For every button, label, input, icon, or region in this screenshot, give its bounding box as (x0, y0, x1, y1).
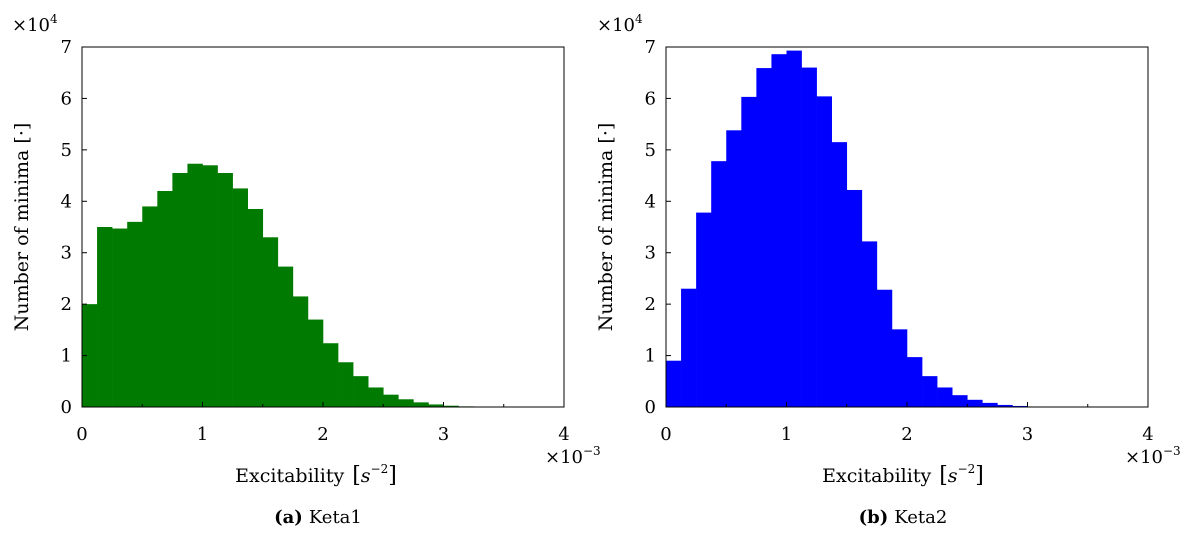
histogram-bar (741, 96, 757, 407)
caption-a: (a) Keta1 (274, 507, 362, 528)
histogram-bar (217, 173, 233, 407)
histogram-bar (277, 266, 294, 407)
histogram-bar (292, 296, 309, 407)
y-tick-label: 2 (645, 294, 656, 315)
y-tick-label: 1 (645, 346, 656, 367)
bar-series-a (82, 163, 565, 407)
histogram-bar (443, 405, 459, 407)
histogram-bar (711, 161, 727, 407)
y-axis-label-b: Number of minima [·] (595, 123, 617, 332)
y-ticks-a: 0 1 2 3 4 5 6 7 (61, 37, 87, 418)
histogram-bar (666, 360, 682, 407)
histogram-bar (398, 399, 414, 407)
histogram-bar (112, 228, 128, 407)
histogram-bar (907, 357, 923, 407)
histogram-bar (307, 319, 324, 407)
histogram-bar (428, 404, 444, 407)
y-multiplier-a: ×104 (12, 12, 58, 36)
x-tick-label: 3 (1022, 424, 1033, 445)
x-ticks-a: 0 1 2 3 4 (76, 402, 570, 445)
histogram-bar (247, 209, 264, 407)
y-tick-label: 2 (61, 294, 72, 315)
histogram-bar (202, 165, 218, 407)
y-tick-label: 6 (61, 88, 72, 109)
histogram-bar (142, 206, 158, 407)
x-tick-label: 0 (660, 424, 671, 445)
x-tick-label: 0 (76, 424, 87, 445)
chart-panel-b: 0 1 2 3 4 0 1 2 3 4 5 6 7 ×104 ×10−3 Number of mini… (595, 12, 1181, 528)
x-tick-label: 1 (781, 424, 792, 445)
histogram-bar (97, 227, 113, 407)
chart-panel-a: 0 1 2 3 4 0 1 2 3 4 5 6 7 ×104 ×10−3 Number of mini… (11, 12, 601, 528)
x-tick-label: 1 (197, 424, 208, 445)
caption-b: (b) Keta2 (859, 507, 948, 528)
histogram-bar (172, 173, 188, 407)
histogram-bar (413, 402, 429, 407)
histogram-bar (338, 362, 354, 407)
histogram-bar (786, 50, 802, 407)
y-tick-label: 0 (645, 397, 656, 418)
histogram-bar (187, 163, 203, 407)
histogram-bar (997, 404, 1013, 407)
histogram-bar (876, 289, 893, 407)
y-tick-label: 0 (61, 397, 72, 418)
histogram-bar (937, 387, 953, 407)
x-ticks-b: 0 1 2 3 4 (660, 402, 1154, 445)
y-tick-label: 6 (645, 88, 656, 109)
y-tick-label: 4 (61, 191, 72, 212)
y-tick-label: 5 (61, 140, 72, 161)
histogram-bar (681, 288, 697, 407)
x-tick-label: 2 (901, 424, 912, 445)
histogram-bar (383, 394, 399, 407)
histogram-bar (157, 191, 173, 407)
histogram-bar (967, 399, 983, 407)
y-tick-label: 7 (645, 37, 656, 58)
x-multiplier-b: ×10−3 (1125, 444, 1181, 468)
histogram-bar (771, 54, 787, 407)
histogram-bar (756, 68, 772, 407)
y-tick-label: 4 (645, 191, 656, 212)
histogram-bar (922, 376, 938, 407)
x-axis-label-a: Excitability [s−2] (235, 462, 397, 488)
histogram-bar (846, 189, 863, 407)
histogram-bar (262, 237, 279, 407)
histogram-bar (232, 188, 248, 407)
histogram-bar (831, 142, 848, 407)
x-multiplier-a: ×10−3 (545, 444, 601, 468)
x-tick-label: 3 (438, 424, 449, 445)
y-tick-label: 3 (61, 243, 72, 264)
y-tick-label: 3 (645, 243, 656, 264)
histogram-bar (353, 376, 369, 407)
histogram-bar (127, 221, 143, 407)
bar-series-b (666, 50, 1149, 408)
y-tick-label: 1 (61, 346, 72, 367)
histogram-bar (891, 329, 908, 407)
histogram-bar (726, 130, 742, 407)
histogram-bar (801, 67, 817, 407)
y-tick-label: 5 (645, 140, 656, 161)
histogram-bar (952, 395, 968, 407)
histogram-bar (323, 343, 339, 407)
histogram-bar (1012, 405, 1028, 407)
x-tick-label: 4 (558, 424, 569, 445)
histogram-bar (368, 387, 384, 407)
histogram-bar (696, 212, 712, 407)
x-tick-label: 4 (1142, 424, 1153, 445)
histogram-bar (861, 241, 878, 407)
y-ticks-b: 0 1 2 3 4 5 6 7 (645, 37, 671, 418)
x-tick-label: 2 (317, 424, 328, 445)
histogram-bar (816, 96, 832, 408)
y-multiplier-b: ×104 (597, 12, 643, 36)
y-tick-label: 7 (61, 37, 72, 58)
histogram-bar (82, 304, 98, 407)
histogram-bar (982, 402, 998, 407)
y-axis-label-a: Number of minima [·] (11, 123, 33, 332)
x-axis-label-b: Excitability [s−2] (822, 462, 984, 488)
